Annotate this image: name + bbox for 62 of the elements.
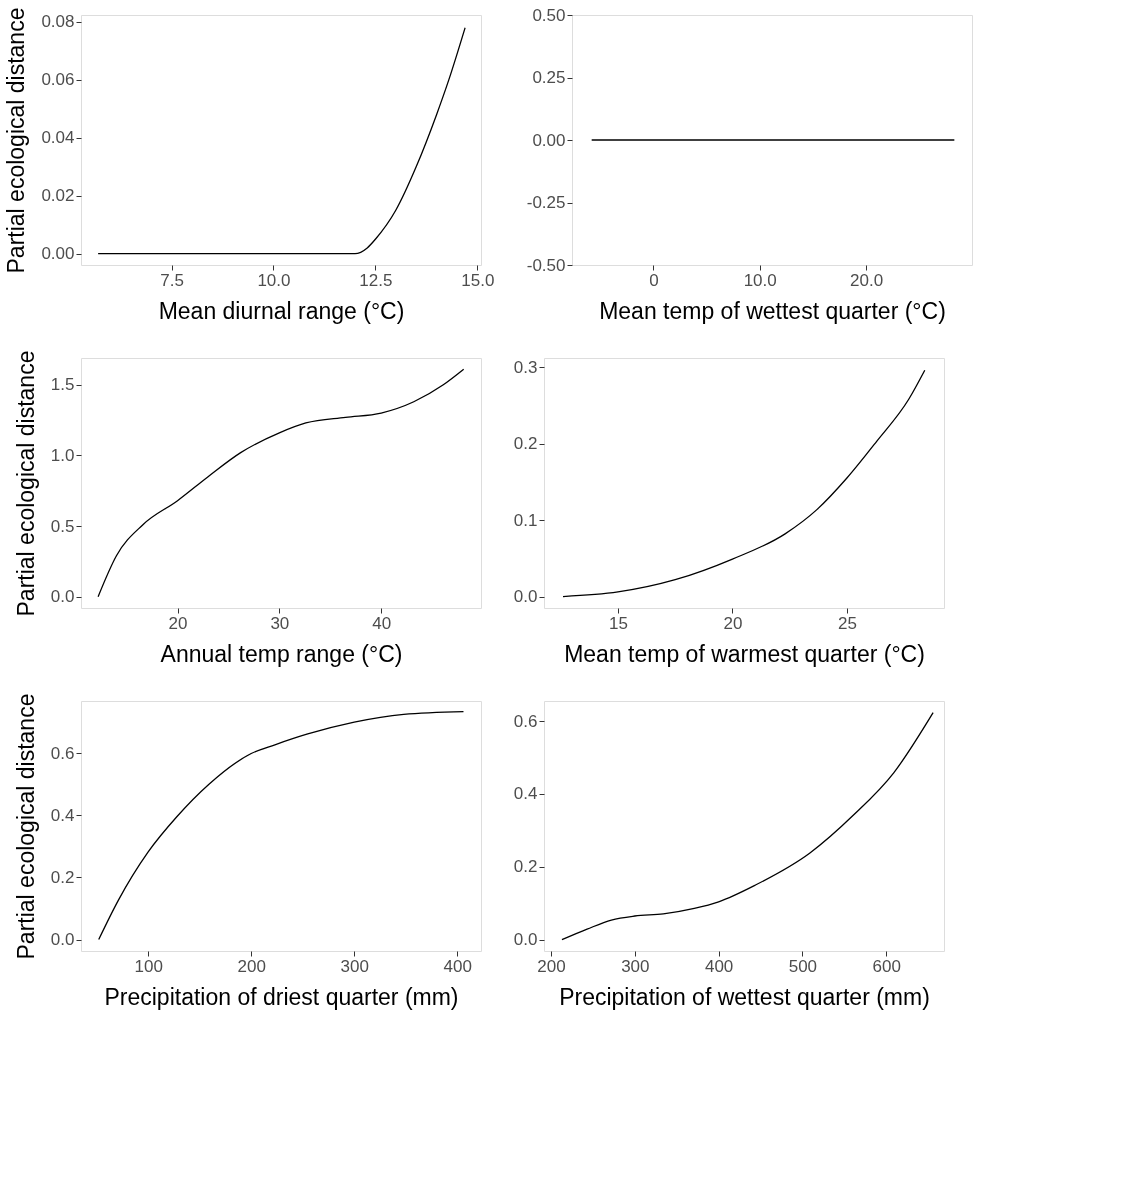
y-tick-label: 1.5 <box>50 375 75 395</box>
y-tick-label: -0.50 <box>526 255 566 275</box>
y-tick-label: 0.02 <box>41 186 75 206</box>
y-axis-title: Partial ecological distance <box>3 7 30 274</box>
y-tick-label: 0.6 <box>50 743 75 763</box>
line-series <box>561 712 934 941</box>
x-tick-label: 400 <box>704 956 734 976</box>
x-axis-title: Precipitation of wettest quarter (mm) <box>559 983 930 1010</box>
y-tick-label: 1.0 <box>50 445 75 465</box>
line-series <box>97 368 465 598</box>
x-tick-label: 20 <box>168 613 188 633</box>
y-tick-label: 0.0 <box>513 587 538 607</box>
x-axis-title: Mean temp of warmest quarter (°C) <box>564 640 925 667</box>
y-tick-label: 0.3 <box>513 357 538 377</box>
y-axis-title: Partial ecological distance <box>12 693 39 960</box>
y-tick-label: 0.0 <box>50 930 75 950</box>
x-axis-title: Precipitation of driest quarter (mm) <box>104 983 459 1010</box>
x-tick-label: 10.0 <box>743 270 777 290</box>
x-tick-label: 15 <box>608 613 628 633</box>
x-tick-label: 500 <box>788 956 818 976</box>
x-axis-title: Mean diurnal range (°C) <box>158 297 405 324</box>
x-tick-label: 600 <box>872 956 901 976</box>
y-tick-label: 0.25 <box>532 68 566 87</box>
y-tick-label: 0.04 <box>41 128 75 148</box>
line-series <box>562 369 926 598</box>
x-tick-label: 20.0 <box>850 270 884 290</box>
x-axis-title: Mean temp of wettest quarter (°C) <box>599 297 946 324</box>
x-tick-label: 100 <box>134 956 163 976</box>
y-tick-label: 0.4 <box>50 805 75 825</box>
x-tick-label: 200 <box>537 956 566 976</box>
y-tick-label: 0.2 <box>513 857 538 877</box>
x-tick-label: 200 <box>237 956 266 976</box>
y-tick-label: 0.06 <box>41 70 75 90</box>
x-tick-label: 10.0 <box>257 270 291 290</box>
x-tick-label: 25 <box>837 613 857 633</box>
y-tick-label: -0.25 <box>526 193 566 212</box>
y-tick-label: 0.2 <box>513 434 538 454</box>
y-tick-label: 0.50 <box>532 5 566 25</box>
x-tick-label: 20 <box>723 613 743 633</box>
x-tick-label: 300 <box>340 956 369 976</box>
line-series <box>97 27 466 255</box>
x-tick-label: 0 <box>649 270 659 290</box>
x-tick-label: 30 <box>270 613 290 633</box>
line-series <box>98 710 465 941</box>
y-tick-label: 0.08 <box>41 12 75 32</box>
y-tick-label: 0.1 <box>513 510 538 530</box>
x-tick-label: 12.5 <box>359 270 393 290</box>
y-tick-label: 0.00 <box>41 244 75 264</box>
y-tick-label: 0.00 <box>532 130 566 150</box>
y-tick-label: 0.0 <box>513 930 538 950</box>
x-tick-label: 300 <box>621 956 650 976</box>
x-axis-title: Annual temp range (°C) <box>160 640 403 667</box>
y-tick-label: 0.6 <box>513 711 538 731</box>
y-tick-label: 0.4 <box>513 784 538 804</box>
y-axis-title: Partial ecological distance <box>12 350 39 617</box>
x-tick-label: 40 <box>372 613 392 633</box>
y-tick-label: 0.0 <box>50 587 75 607</box>
y-tick-label: 0.2 <box>50 867 75 887</box>
x-tick-label: 400 <box>443 956 472 976</box>
x-tick-label: 7.5 <box>160 270 184 290</box>
x-tick-label: 15.0 <box>461 270 495 290</box>
y-tick-label: 0.5 <box>50 516 75 536</box>
